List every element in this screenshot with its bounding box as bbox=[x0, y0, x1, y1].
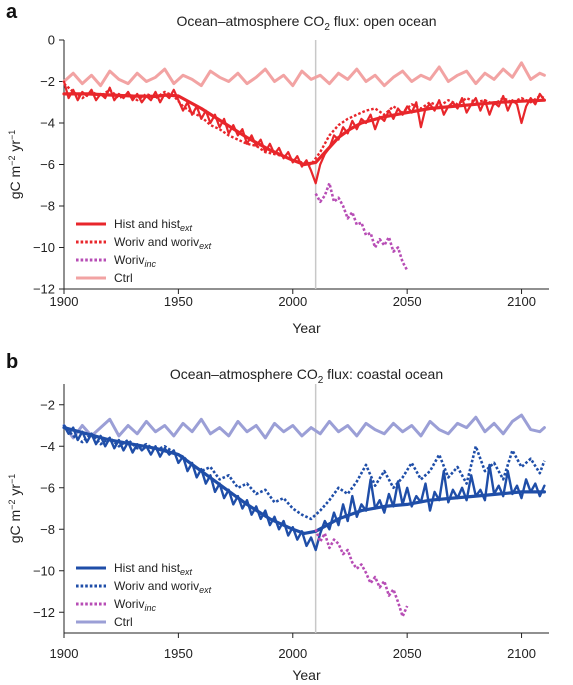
chart-panel-b: b Ocean–atmosphere CO2 flux: coastal ocea… bbox=[6, 351, 549, 683]
x-tick-label: 2100 bbox=[507, 294, 536, 309]
y-tick-label: −4 bbox=[40, 439, 55, 454]
legend-entry: Worivinc bbox=[114, 597, 156, 613]
y-tick-label: −12 bbox=[33, 605, 55, 620]
x-axis-label: Year bbox=[292, 667, 321, 683]
y-tick-label: 0 bbox=[48, 33, 55, 48]
series-line-ctrl bbox=[62, 61, 546, 88]
legend-entry: Worivinc bbox=[114, 253, 156, 269]
x-tick-label: 1950 bbox=[164, 646, 193, 661]
y-tick-label: −12 bbox=[33, 282, 55, 297]
x-tick-label: 1900 bbox=[50, 294, 79, 309]
y-tick-label: −8 bbox=[40, 522, 55, 537]
y-tick-label: −6 bbox=[40, 480, 55, 495]
legend-entry: Woriv and worivext bbox=[114, 235, 212, 251]
legend-entry: Ctrl bbox=[114, 271, 133, 285]
x-tick-label: 2000 bbox=[278, 294, 307, 309]
y-axis-label: gC m−2 yr−1 bbox=[7, 130, 23, 200]
series-line-woriv bbox=[63, 424, 546, 521]
series-line-woriv-inc bbox=[314, 528, 409, 618]
legend-entry: Woriv and worivext bbox=[114, 579, 212, 595]
series-line-woriv bbox=[63, 82, 545, 166]
chart-panel-a: a Ocean–atmosphere CO2 flux: open ocean 0 −… bbox=[6, 1, 549, 336]
y-tick-label: −2 bbox=[40, 74, 55, 89]
legend-entry: Hist and histext bbox=[114, 561, 193, 577]
x-tick-label: 1950 bbox=[164, 294, 193, 309]
x-tick-label: 1900 bbox=[50, 646, 79, 661]
y-tick-label: −8 bbox=[40, 199, 55, 214]
x-tick-label: 2050 bbox=[393, 294, 422, 309]
x-tick-label: 2000 bbox=[278, 646, 307, 661]
series-line-woriv-inc bbox=[314, 181, 409, 271]
panel-label-b: b bbox=[6, 351, 18, 373]
x-axis-label: Year bbox=[292, 320, 321, 336]
chart-title-b: Ocean–atmosphere CO2 flux: coastal ocean bbox=[170, 366, 443, 386]
y-tick-label: −6 bbox=[40, 157, 55, 172]
panel-label-a: a bbox=[6, 1, 18, 23]
y-axis-label: gC m−2 yr−1 bbox=[7, 474, 23, 544]
y-tick-label: −10 bbox=[33, 240, 55, 255]
legend-entry: Ctrl bbox=[114, 615, 133, 629]
series-line-hist-annual bbox=[62, 80, 546, 185]
legend: Hist and histext Woriv and worivext Worivi… bbox=[76, 217, 212, 285]
legend-entry: Hist and histext bbox=[114, 217, 193, 233]
y-tick-label: −10 bbox=[33, 563, 55, 578]
series-line-hist-annual bbox=[62, 424, 546, 552]
chart-title-a: Ocean–atmosphere CO2 flux: open ocean bbox=[176, 13, 436, 33]
x-tick-label: 2100 bbox=[507, 646, 536, 661]
y-tick-label: −2 bbox=[40, 397, 55, 412]
legend: Hist and histext Woriv and worivext Worivi… bbox=[76, 561, 212, 629]
y-tick-label: −4 bbox=[40, 116, 55, 131]
series-line-ctrl bbox=[62, 413, 546, 440]
x-tick-label: 2050 bbox=[393, 646, 422, 661]
